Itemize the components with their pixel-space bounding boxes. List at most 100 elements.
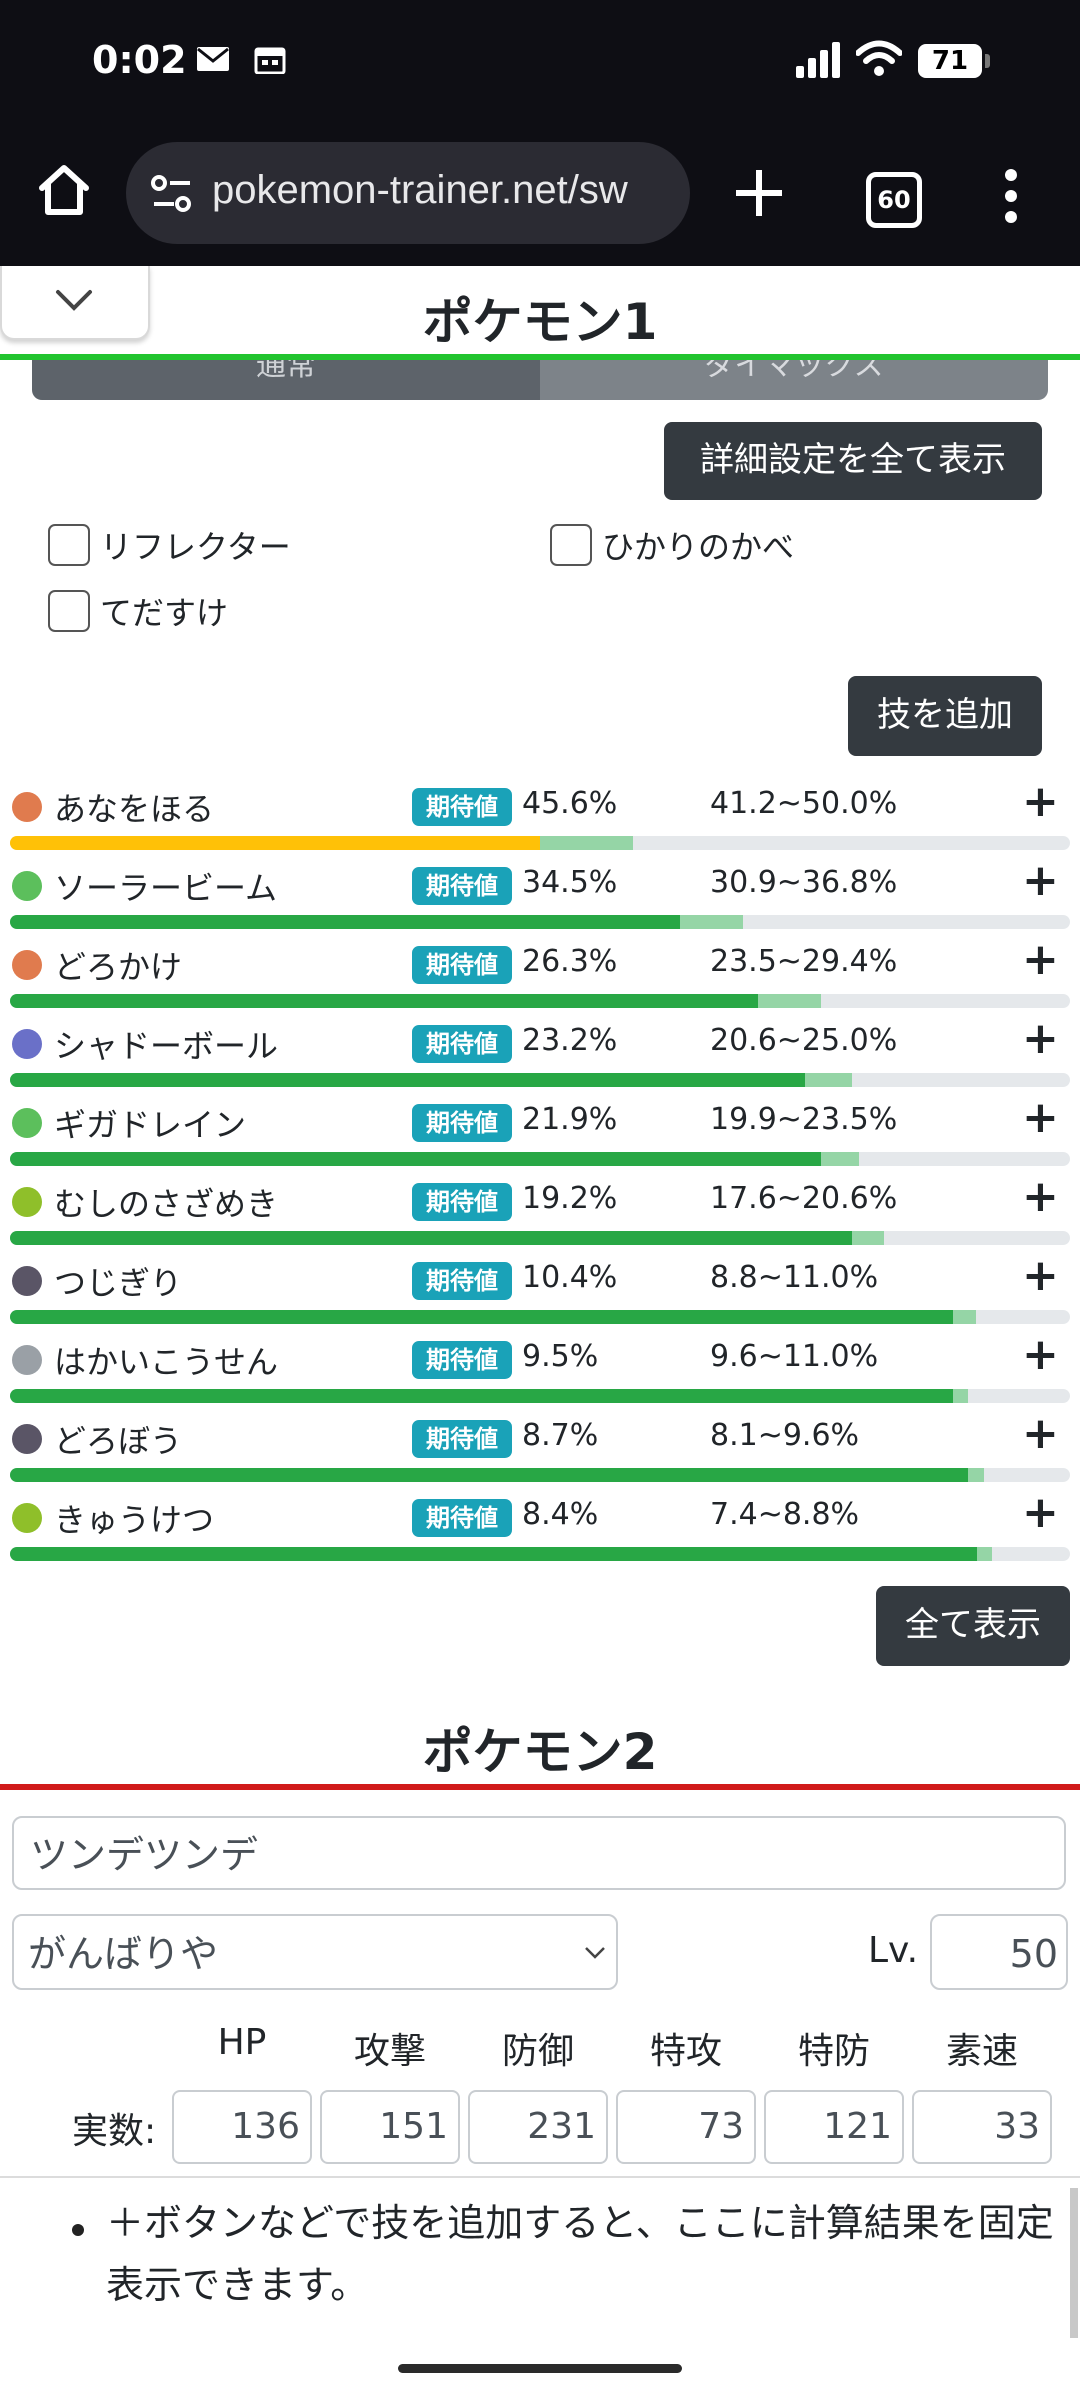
move-name: あなをほる	[54, 790, 215, 828]
hp-bar	[10, 836, 1070, 850]
helping-hand-label: てだすけ	[100, 594, 229, 632]
reflect-checkbox-box[interactable]	[48, 524, 90, 566]
hp-remaining-fill	[10, 1547, 977, 1561]
stat-header: 素速	[945, 2031, 1018, 2072]
site-info-icon[interactable]	[150, 174, 194, 214]
stat-header: HP	[217, 2022, 267, 2063]
battery-icon: 71	[918, 44, 990, 78]
hp-range-fill	[977, 1547, 992, 1561]
move-row: つじぎり 期待値 10.4% 8.8~11.0% +	[0, 1250, 1080, 1335]
pin-move-button[interactable]: +	[1022, 934, 1059, 985]
expected-badge: 期待値	[412, 1025, 512, 1063]
move-expected-value: 23.2%	[522, 1023, 618, 1058]
pinned-note-text: ＋ボタンなどで技を追加すると、ここに計算結果を固定表示できます。	[106, 2201, 1054, 2307]
hp-range-fill	[805, 1073, 852, 1087]
hp-bar	[10, 1389, 1070, 1403]
pin-move-button[interactable]: +	[1022, 776, 1059, 827]
panel-scrollbar[interactable]	[1070, 2188, 1078, 2338]
move-row: はかいこうせん 期待値 9.5% 9.6~11.0% +	[0, 1329, 1080, 1414]
move-name: シャドーボール	[54, 1027, 279, 1065]
move-type-icon	[12, 1029, 42, 1059]
move-name: はかいこうせん	[54, 1343, 279, 1381]
hp-remaining-fill	[10, 1468, 968, 1482]
move-damage-range: 17.6~20.6%	[710, 1181, 898, 1216]
hp-range-fill	[680, 915, 743, 929]
stat-header: 防御	[501, 2031, 574, 2072]
pin-move-button[interactable]: +	[1022, 1408, 1059, 1459]
actual-stat-input[interactable]: 231	[468, 2090, 608, 2164]
expected-badge: 期待値	[412, 1104, 512, 1142]
move-expected-value: 26.3%	[522, 944, 618, 979]
pin-move-button[interactable]: +	[1022, 1329, 1059, 1380]
tab-switcher-button[interactable]: 60	[866, 172, 922, 228]
pokemon1-title: ポケモン1	[422, 293, 658, 351]
level-label: Lv.	[868, 1930, 919, 1971]
move-damage-range: 41.2~50.0%	[710, 786, 898, 821]
more-menu-icon[interactable]	[1004, 168, 1018, 224]
home-indicator[interactable]	[398, 2364, 682, 2373]
hp-remaining-fill	[10, 1073, 805, 1087]
move-type-icon	[12, 1108, 42, 1138]
expected-badge: 期待値	[412, 1262, 512, 1300]
pin-move-button[interactable]: +	[1022, 1171, 1059, 1222]
add-move-button[interactable]: 技を追加	[848, 676, 1042, 756]
pokemon-name-input[interactable]: ツンデツンデ	[12, 1816, 1066, 1890]
show-all-settings-button[interactable]: 詳細設定を全て表示	[664, 422, 1042, 500]
new-tab-icon[interactable]	[732, 166, 786, 220]
helping-hand-checkbox-box[interactable]	[48, 590, 90, 632]
move-damage-range: 19.9~23.5%	[710, 1102, 898, 1137]
move-type-icon	[12, 950, 42, 980]
nature-value: がんばりや	[28, 1932, 219, 1976]
move-row: シャドーボール 期待値 23.2% 20.6~25.0% +	[0, 1013, 1080, 1098]
move-row: どろぼう 期待値 8.7% 8.1~9.6% +	[0, 1408, 1080, 1493]
pin-move-button[interactable]: +	[1022, 1092, 1059, 1143]
hp-bar	[10, 1310, 1070, 1324]
light-screen-checkbox[interactable]: ひかりのかべ	[550, 522, 794, 568]
helping-hand-checkbox[interactable]: てだすけ	[48, 588, 228, 634]
level-input[interactable]: 50	[930, 1914, 1068, 1990]
actual-stat-input[interactable]: 151	[320, 2090, 460, 2164]
move-type-icon	[12, 1503, 42, 1533]
move-expected-value: 21.9%	[522, 1102, 618, 1137]
actual-stat-input[interactable]: 33	[912, 2090, 1052, 2164]
reflect-checkbox[interactable]: リフレクター	[48, 522, 291, 568]
home-icon[interactable]	[36, 162, 92, 218]
pin-move-button[interactable]: +	[1022, 1013, 1059, 1064]
hp-range-fill	[968, 1468, 984, 1482]
actual-stat-label: 実数:	[72, 2111, 157, 2152]
move-type-icon	[12, 1187, 42, 1217]
light-screen-checkbox-box[interactable]	[550, 524, 592, 566]
hp-remaining-fill	[10, 836, 540, 850]
reflect-label: リフレクター	[100, 528, 291, 566]
expected-badge: 期待値	[412, 1420, 512, 1458]
hp-range-fill	[540, 836, 633, 850]
hp-remaining-fill	[10, 1152, 821, 1166]
nature-select[interactable]: がんばりや	[12, 1914, 618, 1990]
actual-stat-input[interactable]: 136	[172, 2090, 312, 2164]
move-name: つじぎり	[54, 1264, 183, 1302]
light-screen-label: ひかりのかべ	[602, 528, 795, 566]
expected-badge: 期待値	[412, 946, 512, 984]
hp-bar	[10, 1073, 1070, 1087]
collapse-button[interactable]	[0, 266, 150, 340]
hp-bar	[10, 994, 1070, 1008]
move-row: あなをほる 期待値 45.6% 41.2~50.0% +	[0, 776, 1080, 861]
pin-move-button[interactable]: +	[1022, 1487, 1059, 1538]
pin-move-button[interactable]: +	[1022, 1250, 1059, 1301]
show-all-button[interactable]: 全て表示	[876, 1586, 1070, 1666]
move-damage-range: 20.6~25.0%	[710, 1023, 898, 1058]
move-damage-range: 9.6~11.0%	[710, 1339, 879, 1374]
pokemon1-sticky-header: ポケモン1	[0, 266, 1080, 360]
move-expected-value: 34.5%	[522, 865, 618, 900]
pin-move-button[interactable]: +	[1022, 855, 1059, 906]
move-expected-value: 8.4%	[522, 1497, 599, 1532]
expected-badge: 期待値	[412, 1341, 512, 1379]
move-name: きゅうけつ	[54, 1501, 215, 1539]
hp-range-fill	[953, 1310, 976, 1324]
hp-remaining-fill	[10, 1231, 852, 1245]
move-damage-range: 23.5~29.4%	[710, 944, 898, 979]
address-bar[interactable]: pokemon-trainer.net/sw	[126, 142, 690, 244]
move-damage-range: 7.4~8.8%	[710, 1497, 860, 1532]
actual-stat-input[interactable]: 73	[616, 2090, 756, 2164]
actual-stat-input[interactable]: 121	[764, 2090, 904, 2164]
